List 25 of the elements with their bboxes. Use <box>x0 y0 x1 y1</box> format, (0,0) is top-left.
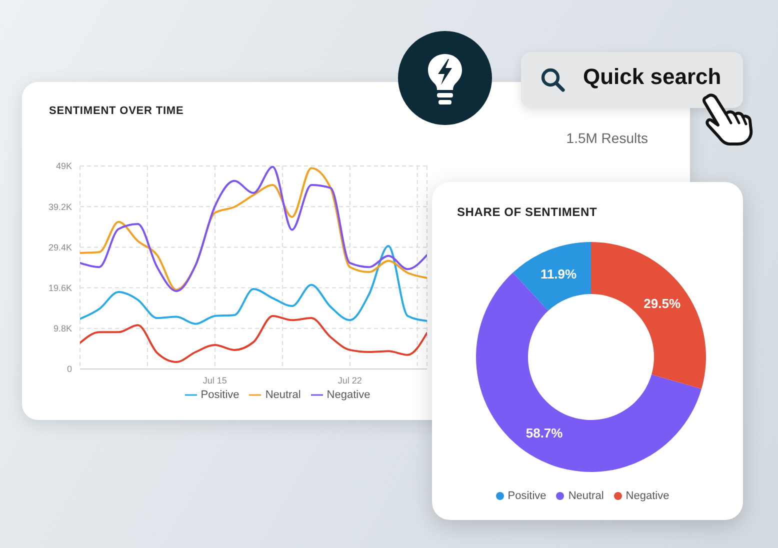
y-tick-label: 29.4K <box>48 242 72 252</box>
legend-label: Neutral <box>265 389 301 401</box>
legend-label: Positive <box>508 490 546 502</box>
y-tick-label: 9.8K <box>53 324 72 334</box>
legend-label: Neutral <box>568 490 604 502</box>
legend-label: Negative <box>626 490 670 502</box>
chart-title: SENTIMENT OVER TIME <box>49 105 184 117</box>
text: Quick search <box>583 64 722 89</box>
data-label: 29.5% <box>644 296 681 311</box>
x-tick-label: Jul 22 <box>338 375 362 386</box>
line-series <box>80 314 427 363</box>
donut-slice <box>512 242 591 311</box>
y-tick-label: 39.2K <box>48 202 72 212</box>
legend-label: Negative <box>326 389 370 401</box>
text: 1.5M Results <box>566 130 648 146</box>
line-series <box>80 244 427 325</box>
y-tick-label: 19.6K <box>48 282 72 293</box>
y-tick-label: 0 <box>66 364 72 374</box>
legend-label: Positive <box>200 389 240 401</box>
data-label: 58.7% <box>526 425 564 440</box>
y-tick-label: 49K <box>56 161 72 172</box>
chart-title: SHARE OF SENTIMENT <box>457 205 598 219</box>
donut-slice <box>591 242 706 389</box>
x-tick-label: Jul 15 <box>202 375 227 386</box>
data-label: 11.9% <box>540 266 578 282</box>
